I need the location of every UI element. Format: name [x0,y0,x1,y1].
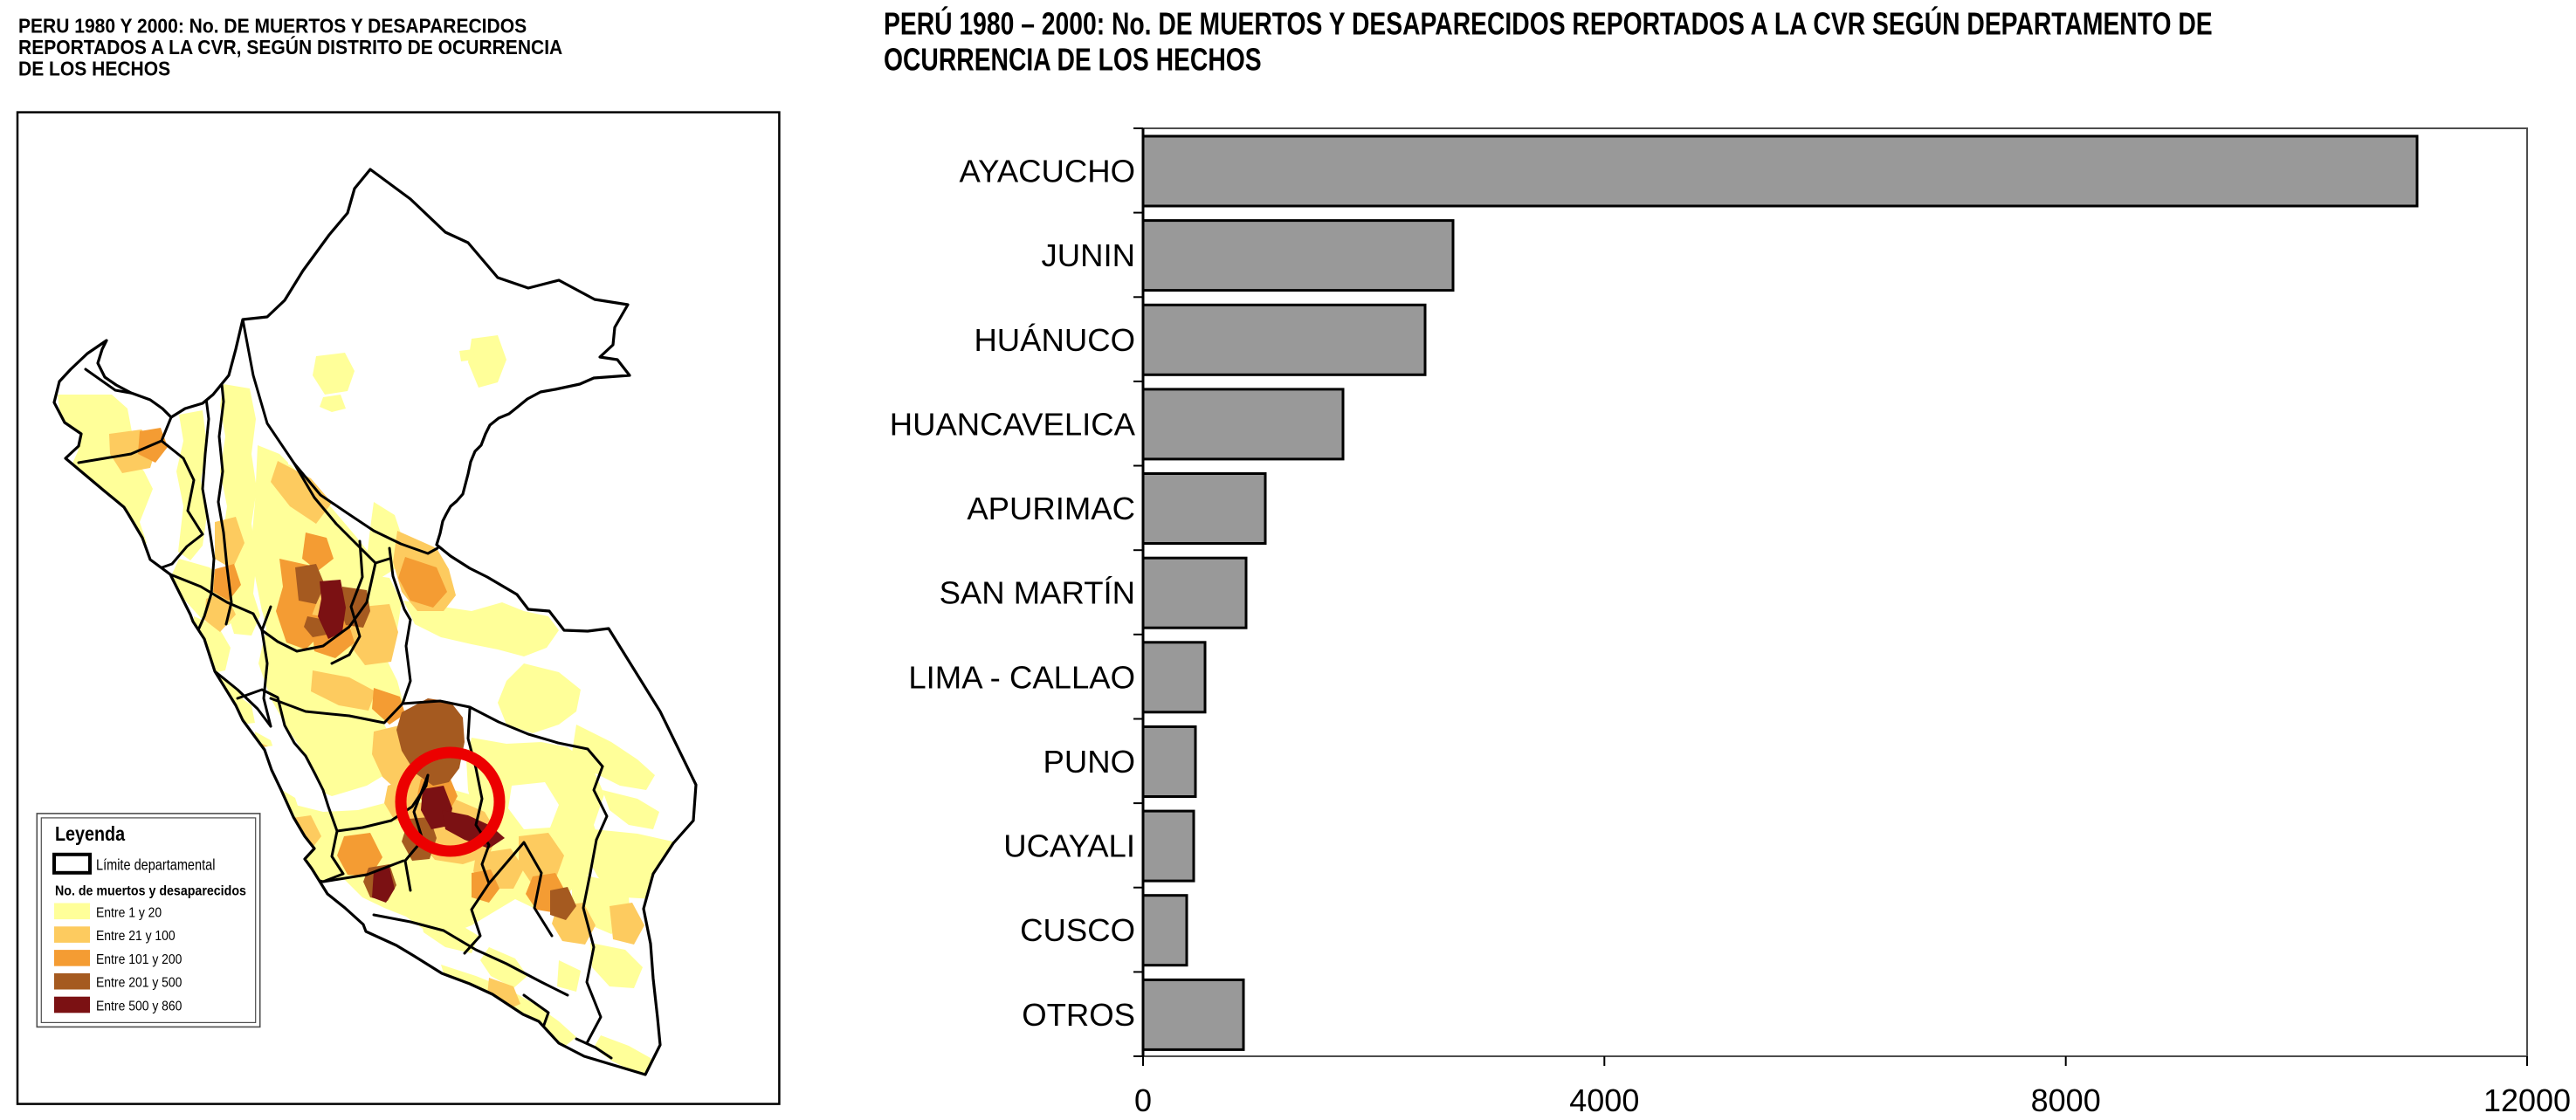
svg-text:Entre 1 y 20: Entre 1 y 20 [96,906,162,921]
svg-text:12000: 12000 [2483,1082,2571,1118]
svg-text:HUÁNUCO: HUÁNUCO [974,322,1135,358]
svg-text:4000: 4000 [1569,1082,1639,1118]
svg-text:Leyenda: Leyenda [55,821,126,845]
svg-text:8000: 8000 [2031,1082,2101,1118]
svg-text:PUNO: PUNO [1043,744,1135,780]
svg-text:0: 0 [1134,1082,1152,1118]
svg-text:HUANCAVELICA: HUANCAVELICA [890,406,1136,442]
svg-text:Límite departamental: Límite departamental [96,856,215,874]
svg-text:DE LOS HECHOS: DE LOS HECHOS [18,58,170,80]
svg-text:Entre 21 y 100: Entre 21 y 100 [96,929,176,944]
svg-text:Entre 500 y 860: Entre 500 y 860 [96,1000,182,1014]
svg-text:LIMA - CALLAO: LIMA - CALLAO [908,659,1135,695]
svg-text:Entre 101 y 200: Entre 101 y 200 [96,952,182,967]
svg-text:JUNIN: JUNIN [1042,237,1135,273]
svg-text:APURIMAC: APURIMAC [967,491,1135,526]
svg-text:SAN MARTÍN: SAN MARTÍN [940,575,1135,611]
svg-text:REPORTADOS A LA CVR, SEGÚN DIS: REPORTADOS A LA CVR, SEGÚN DISTRITO DE O… [18,36,562,58]
svg-text:No. de muertos y desaparecidos: No. de muertos y desaparecidos [55,883,246,899]
svg-text:Entre 201 y 500: Entre 201 y 500 [96,976,182,991]
svg-text:OTROS: OTROS [1022,997,1135,1033]
svg-text:PERÚ 1980 – 2000: No. DE MUERT: PERÚ 1980 – 2000: No. DE MUERTOS Y DESAP… [884,5,2213,41]
svg-text:CUSCO: CUSCO [1020,912,1135,948]
svg-text:PERU 1980 Y 2000: No. DE MUERT: PERU 1980 Y 2000: No. DE MUERTOS Y DESAP… [18,15,527,38]
svg-text:UCAYALI: UCAYALI [1003,828,1135,864]
svg-text:AYACUCHO: AYACUCHO [960,154,1135,189]
svg-text:OCURRENCIA DE LOS HECHOS: OCURRENCIA DE LOS HECHOS [884,42,1262,77]
